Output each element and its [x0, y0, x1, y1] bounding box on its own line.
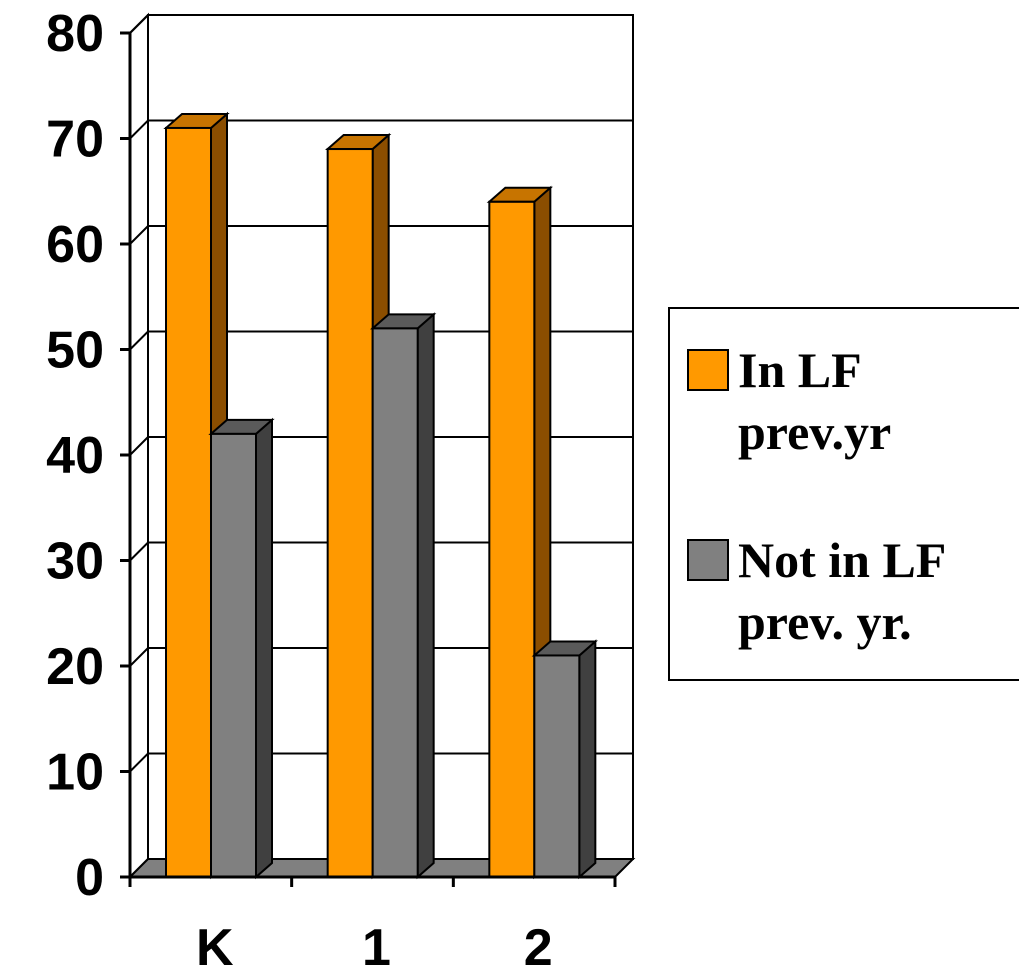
y-tick-label: 80 [46, 5, 104, 63]
legend-label: Not in LF [738, 532, 946, 588]
gridline [129, 330, 633, 351]
bar-front [488, 200, 536, 879]
gridline [129, 541, 633, 562]
y-tick-labels: 0 10 20 30 40 50 60 70 80 [46, 5, 104, 907]
gridline [129, 119, 633, 140]
gridlines [129, 14, 633, 773]
y-tick-label: 30 [46, 533, 104, 591]
bar-front [371, 327, 419, 878]
x-tick-label: 1 [362, 919, 391, 977]
y-tick-label: 20 [46, 638, 104, 696]
legend-label: prev.yr [738, 404, 891, 460]
legend-label: In LF [738, 342, 862, 398]
y-tick-label: 70 [46, 111, 104, 169]
bar-front [533, 654, 581, 879]
x-tick-label: 2 [524, 919, 553, 977]
legend-swatch [687, 539, 729, 581]
x-tick-label: K [196, 919, 234, 977]
bar-side [578, 639, 597, 880]
y-tick-label: 60 [46, 216, 104, 274]
y-tick-label: 40 [46, 427, 104, 485]
legend-swatch [687, 349, 729, 391]
bars [163, 111, 598, 880]
x-tick-labels: K 1 2 [196, 919, 553, 977]
y-tick-label: 10 [46, 744, 104, 802]
bar-front [210, 432, 257, 878]
gridline [129, 436, 633, 456]
legend-label: prev. yr. [738, 594, 912, 650]
bar-front [165, 126, 212, 878]
gridline [129, 752, 633, 773]
bar [531, 639, 598, 880]
legend: In LF prev.yr Not in LF prev. yr. [668, 307, 1019, 681]
axes [120, 31, 617, 887]
gridline [129, 14, 633, 34]
bar-side [255, 417, 273, 880]
gridline [129, 225, 633, 245]
bar-front [326, 148, 374, 879]
bar-side [416, 312, 435, 880]
gridline [129, 647, 633, 667]
y-tick-label: 50 [46, 322, 104, 380]
bar [163, 111, 230, 880]
bar [208, 417, 275, 880]
bar [370, 312, 437, 880]
y-tick-label: 0 [75, 849, 104, 907]
